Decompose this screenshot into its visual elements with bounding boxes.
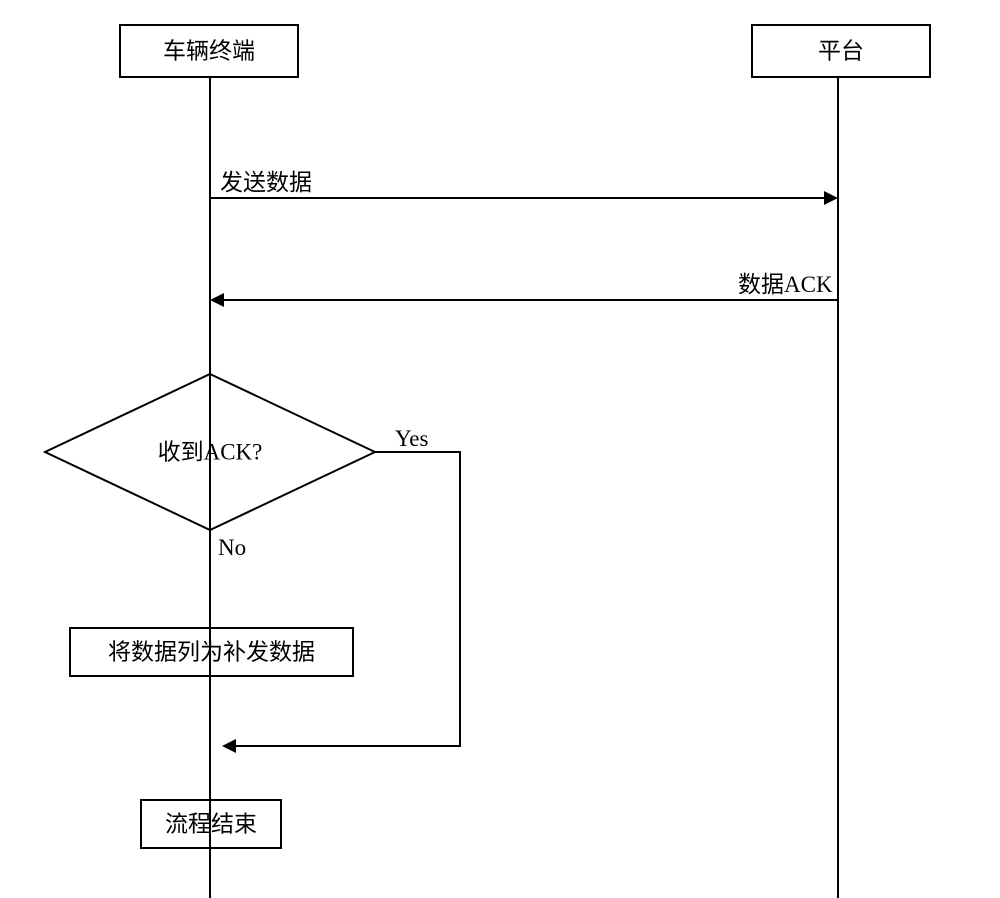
header-platform: 平台 <box>752 25 930 77</box>
branch-label-no: No <box>218 535 246 560</box>
message-data-ack: 数据ACK <box>210 272 838 307</box>
message-send-data: 发送数据 <box>210 170 838 205</box>
header-vehicle-terminal-label: 车辆终端 <box>163 39 255 64</box>
message-data-ack-label: 数据ACK <box>738 272 833 297</box>
header-vehicle-terminal: 车辆终端 <box>120 25 298 77</box>
yes-path <box>222 452 460 753</box>
process-mark-resend: 将数据列为补发数据 <box>70 628 353 676</box>
decision-received-ack-label: 收到ACK? <box>158 440 263 465</box>
end-node-label: 流程结束 <box>165 812 257 837</box>
message-send-data-label: 发送数据 <box>220 170 312 195</box>
header-platform-label: 平台 <box>818 39 864 64</box>
branch-label-yes: Yes <box>395 426 429 451</box>
process-mark-resend-label: 将数据列为补发数据 <box>108 640 315 665</box>
